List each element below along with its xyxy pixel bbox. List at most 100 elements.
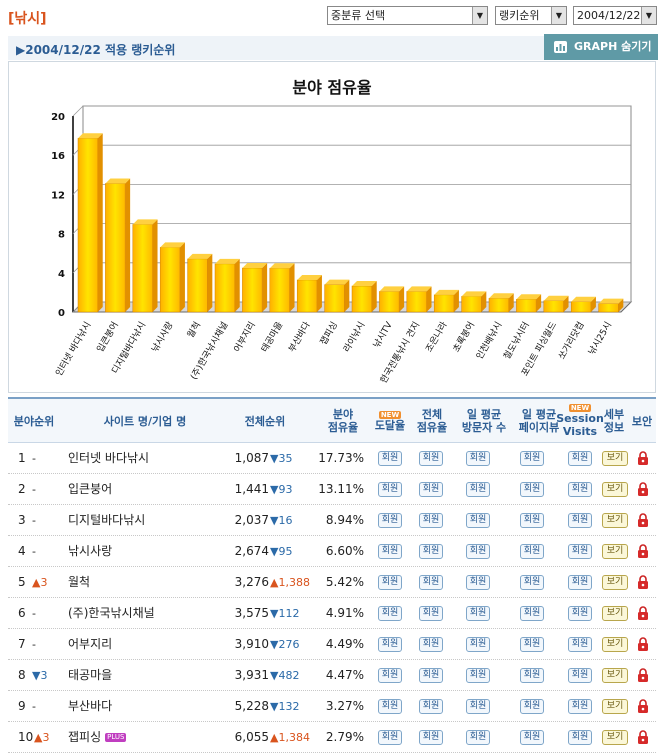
lock-icon[interactable] <box>637 699 649 713</box>
daily-visitors-member-button[interactable]: 회원 <box>466 513 490 528</box>
session-member-button[interactable]: 회원 <box>568 699 592 714</box>
table-row: 10 ▲3 잽피싱 PLUS 6,055 ▲1,384 2.79% 회원 회원 회원 회원 회원 보기 <box>8 722 656 753</box>
detail-view-button[interactable]: 보기 <box>602 730 628 745</box>
total-share-member-button[interactable]: 회원 <box>419 575 443 590</box>
date-select[interactable]: 2004/12/22 ▼ <box>573 6 657 25</box>
lock-icon[interactable] <box>637 575 649 589</box>
bar-top-12 <box>379 286 405 292</box>
site-name-link[interactable]: 어부지리 <box>68 629 112 660</box>
site-name-link[interactable]: 낚시사랑 <box>68 536 112 567</box>
lock-icon[interactable] <box>637 451 649 465</box>
reach-member-button[interactable]: 회원 <box>378 699 402 714</box>
col-share: 분야 점유율 <box>318 399 368 443</box>
detail-view-button[interactable]: 보기 <box>602 575 628 590</box>
rank-select[interactable]: 랭키순위 ▼ <box>495 6 567 25</box>
daily-visitors-member-button[interactable]: 회원 <box>466 637 490 652</box>
pageviews-member-button[interactable]: 회원 <box>520 451 544 466</box>
category-select[interactable]: 중분류 선택 ▼ <box>327 6 488 25</box>
reach-member-button[interactable]: 회원 <box>378 482 402 497</box>
session-member-button[interactable]: 회원 <box>568 513 592 528</box>
lock-icon[interactable] <box>637 606 649 620</box>
session-member-button[interactable]: 회원 <box>568 544 592 559</box>
pageviews-member-button[interactable]: 회원 <box>520 606 544 621</box>
total-share-member-button[interactable]: 회원 <box>419 699 443 714</box>
session-member-button[interactable]: 회원 <box>568 482 592 497</box>
detail-view-button[interactable]: 보기 <box>602 668 628 683</box>
daily-visitors-member-button[interactable]: 회원 <box>466 482 490 497</box>
pageviews-member-button[interactable]: 회원 <box>520 637 544 652</box>
site-name-link[interactable]: 월척 <box>68 567 90 598</box>
x-tick-label: 어부지리 <box>232 320 258 354</box>
reach-member-button[interactable]: 회원 <box>378 544 402 559</box>
lock-icon[interactable] <box>637 668 649 682</box>
x-tick-label: 낚시TV <box>371 319 395 350</box>
site-name-link[interactable]: 디지털바다낚시 <box>68 505 145 536</box>
total-share-member-button[interactable]: 회원 <box>419 668 443 683</box>
detail-view-button[interactable]: 보기 <box>602 482 628 497</box>
daily-visitors-member-button[interactable]: 회원 <box>466 544 490 559</box>
daily-visitors-member-button[interactable]: 회원 <box>466 606 490 621</box>
pageviews-member-button[interactable]: 회원 <box>520 668 544 683</box>
table-row: 8 ▼3 태공마을 3,931 ▼482 4.47% 회원 회원 회원 회원 회원 보기 <box>8 660 656 691</box>
pageviews-member-button[interactable]: 회원 <box>520 513 544 528</box>
lock-icon[interactable] <box>637 544 649 558</box>
detail-view-button[interactable]: 보기 <box>602 699 628 714</box>
site-name-link[interactable]: 잽피싱 PLUS <box>68 722 127 753</box>
reach-member-button[interactable]: 회원 <box>378 730 402 745</box>
reach-member-button[interactable]: 회원 <box>378 637 402 652</box>
site-name: 디지털바다낚시 <box>68 513 146 527</box>
daily-visitors-member-button[interactable]: 회원 <box>466 699 490 714</box>
bar-side-9 <box>316 274 322 312</box>
daily-visitors-member-button[interactable]: 회원 <box>466 668 490 683</box>
lock-icon[interactable] <box>637 513 649 527</box>
detail-view-button[interactable]: 보기 <box>602 637 628 652</box>
pageviews-member-button[interactable]: 회원 <box>520 544 544 559</box>
total-share-member-button[interactable]: 회원 <box>419 451 443 466</box>
site-name-link[interactable]: 인터넷 바다낚시 <box>68 443 149 474</box>
reach-member-button[interactable]: 회원 <box>378 451 402 466</box>
bar-top-9 <box>297 274 322 280</box>
lock-icon[interactable] <box>637 730 649 744</box>
overall-rank-change: ▼112 <box>270 607 300 620</box>
rank-change: - <box>32 607 36 620</box>
pageviews-member-button[interactable]: 회원 <box>520 730 544 745</box>
reach-member-button[interactable]: 회원 <box>378 606 402 621</box>
site-name-link[interactable]: 입큰붕어 <box>68 474 112 505</box>
reach-member-button[interactable]: 회원 <box>378 668 402 683</box>
reach-member-button[interactable]: 회원 <box>378 513 402 528</box>
lock-icon[interactable] <box>637 637 649 651</box>
daily-visitors-member-button[interactable]: 회원 <box>466 575 490 590</box>
graph-toggle-button[interactable]: GRAPH 숨기기 <box>544 34 658 60</box>
bar-chart-icon <box>554 41 567 53</box>
site-name: 태공마을 <box>68 668 113 682</box>
total-share-member-button[interactable]: 회원 <box>419 544 443 559</box>
detail-view-button[interactable]: 보기 <box>602 544 628 559</box>
detail-view-button[interactable]: 보기 <box>602 513 628 528</box>
session-member-button[interactable]: 회원 <box>568 575 592 590</box>
reach-member-button[interactable]: 회원 <box>378 575 402 590</box>
session-member-button[interactable]: 회원 <box>568 451 592 466</box>
daily-visitors-member-button[interactable]: 회원 <box>466 451 490 466</box>
daily-visitors-member-button[interactable]: 회원 <box>466 730 490 745</box>
detail-view-button[interactable]: 보기 <box>602 451 628 466</box>
site-name-link[interactable]: (주)한국낚시채널 <box>68 598 155 629</box>
pageviews-member-button[interactable]: 회원 <box>520 699 544 714</box>
total-share-member-button[interactable]: 회원 <box>419 606 443 621</box>
total-share-member-button[interactable]: 회원 <box>419 637 443 652</box>
col-session-line2: Visits <box>562 425 598 438</box>
total-share-member-button[interactable]: 회원 <box>419 482 443 497</box>
session-member-button[interactable]: 회원 <box>568 606 592 621</box>
pageviews-member-button[interactable]: 회원 <box>520 482 544 497</box>
detail-view-button[interactable]: 보기 <box>602 606 628 621</box>
site-name-link[interactable]: 부산바다 <box>68 691 112 722</box>
table-body: 1- 인터넷 바다낚시 1,087 ▼35 17.73% 회원 회원 회원 회원 회원 보기 2- 입큰… <box>8 443 656 753</box>
overall-rank-change: ▲1,388 <box>270 576 310 589</box>
total-share-member-button[interactable]: 회원 <box>419 730 443 745</box>
pageviews-member-button[interactable]: 회원 <box>520 575 544 590</box>
session-member-button[interactable]: 회원 <box>568 668 592 683</box>
session-member-button[interactable]: 회원 <box>568 730 592 745</box>
lock-icon[interactable] <box>637 482 649 496</box>
total-share-member-button[interactable]: 회원 <box>419 513 443 528</box>
site-name-link[interactable]: 태공마을 <box>68 660 112 691</box>
session-member-button[interactable]: 회원 <box>568 637 592 652</box>
